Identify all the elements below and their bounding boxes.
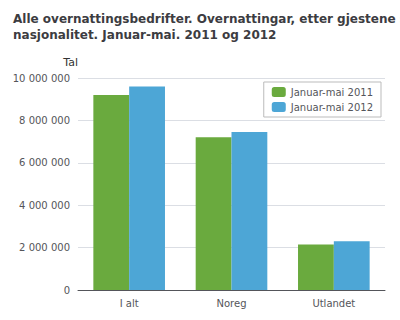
svg-text:Alle overnattingsbedrifter. Ov: Alle overnattingsbedrifter. Overnattinga… [13,12,400,26]
svg-text:I alt: I alt [120,298,139,309]
svg-text:10 000 000: 10 000 000 [13,73,70,84]
svg-text:Utlandet: Utlandet [312,298,355,309]
svg-text:0: 0 [64,285,70,296]
svg-text:2 000 000: 2 000 000 [19,242,70,253]
svg-text:Noreg: Noreg [217,298,247,309]
svg-text:6 000 000: 6 000 000 [19,157,70,168]
svg-text:Januar-mai 2011: Januar-mai 2011 [290,87,373,98]
svg-text:nasjonalitet. Januar-mai. 2011: nasjonalitet. Januar-mai. 2011 og 2012 [13,28,276,42]
svg-text:8 000 000: 8 000 000 [19,115,70,126]
svg-text:Januar-mai 2012: Januar-mai 2012 [290,102,373,113]
svg-text:Tal: Tal [62,56,78,69]
svg-text:4 000 000: 4 000 000 [19,200,70,211]
